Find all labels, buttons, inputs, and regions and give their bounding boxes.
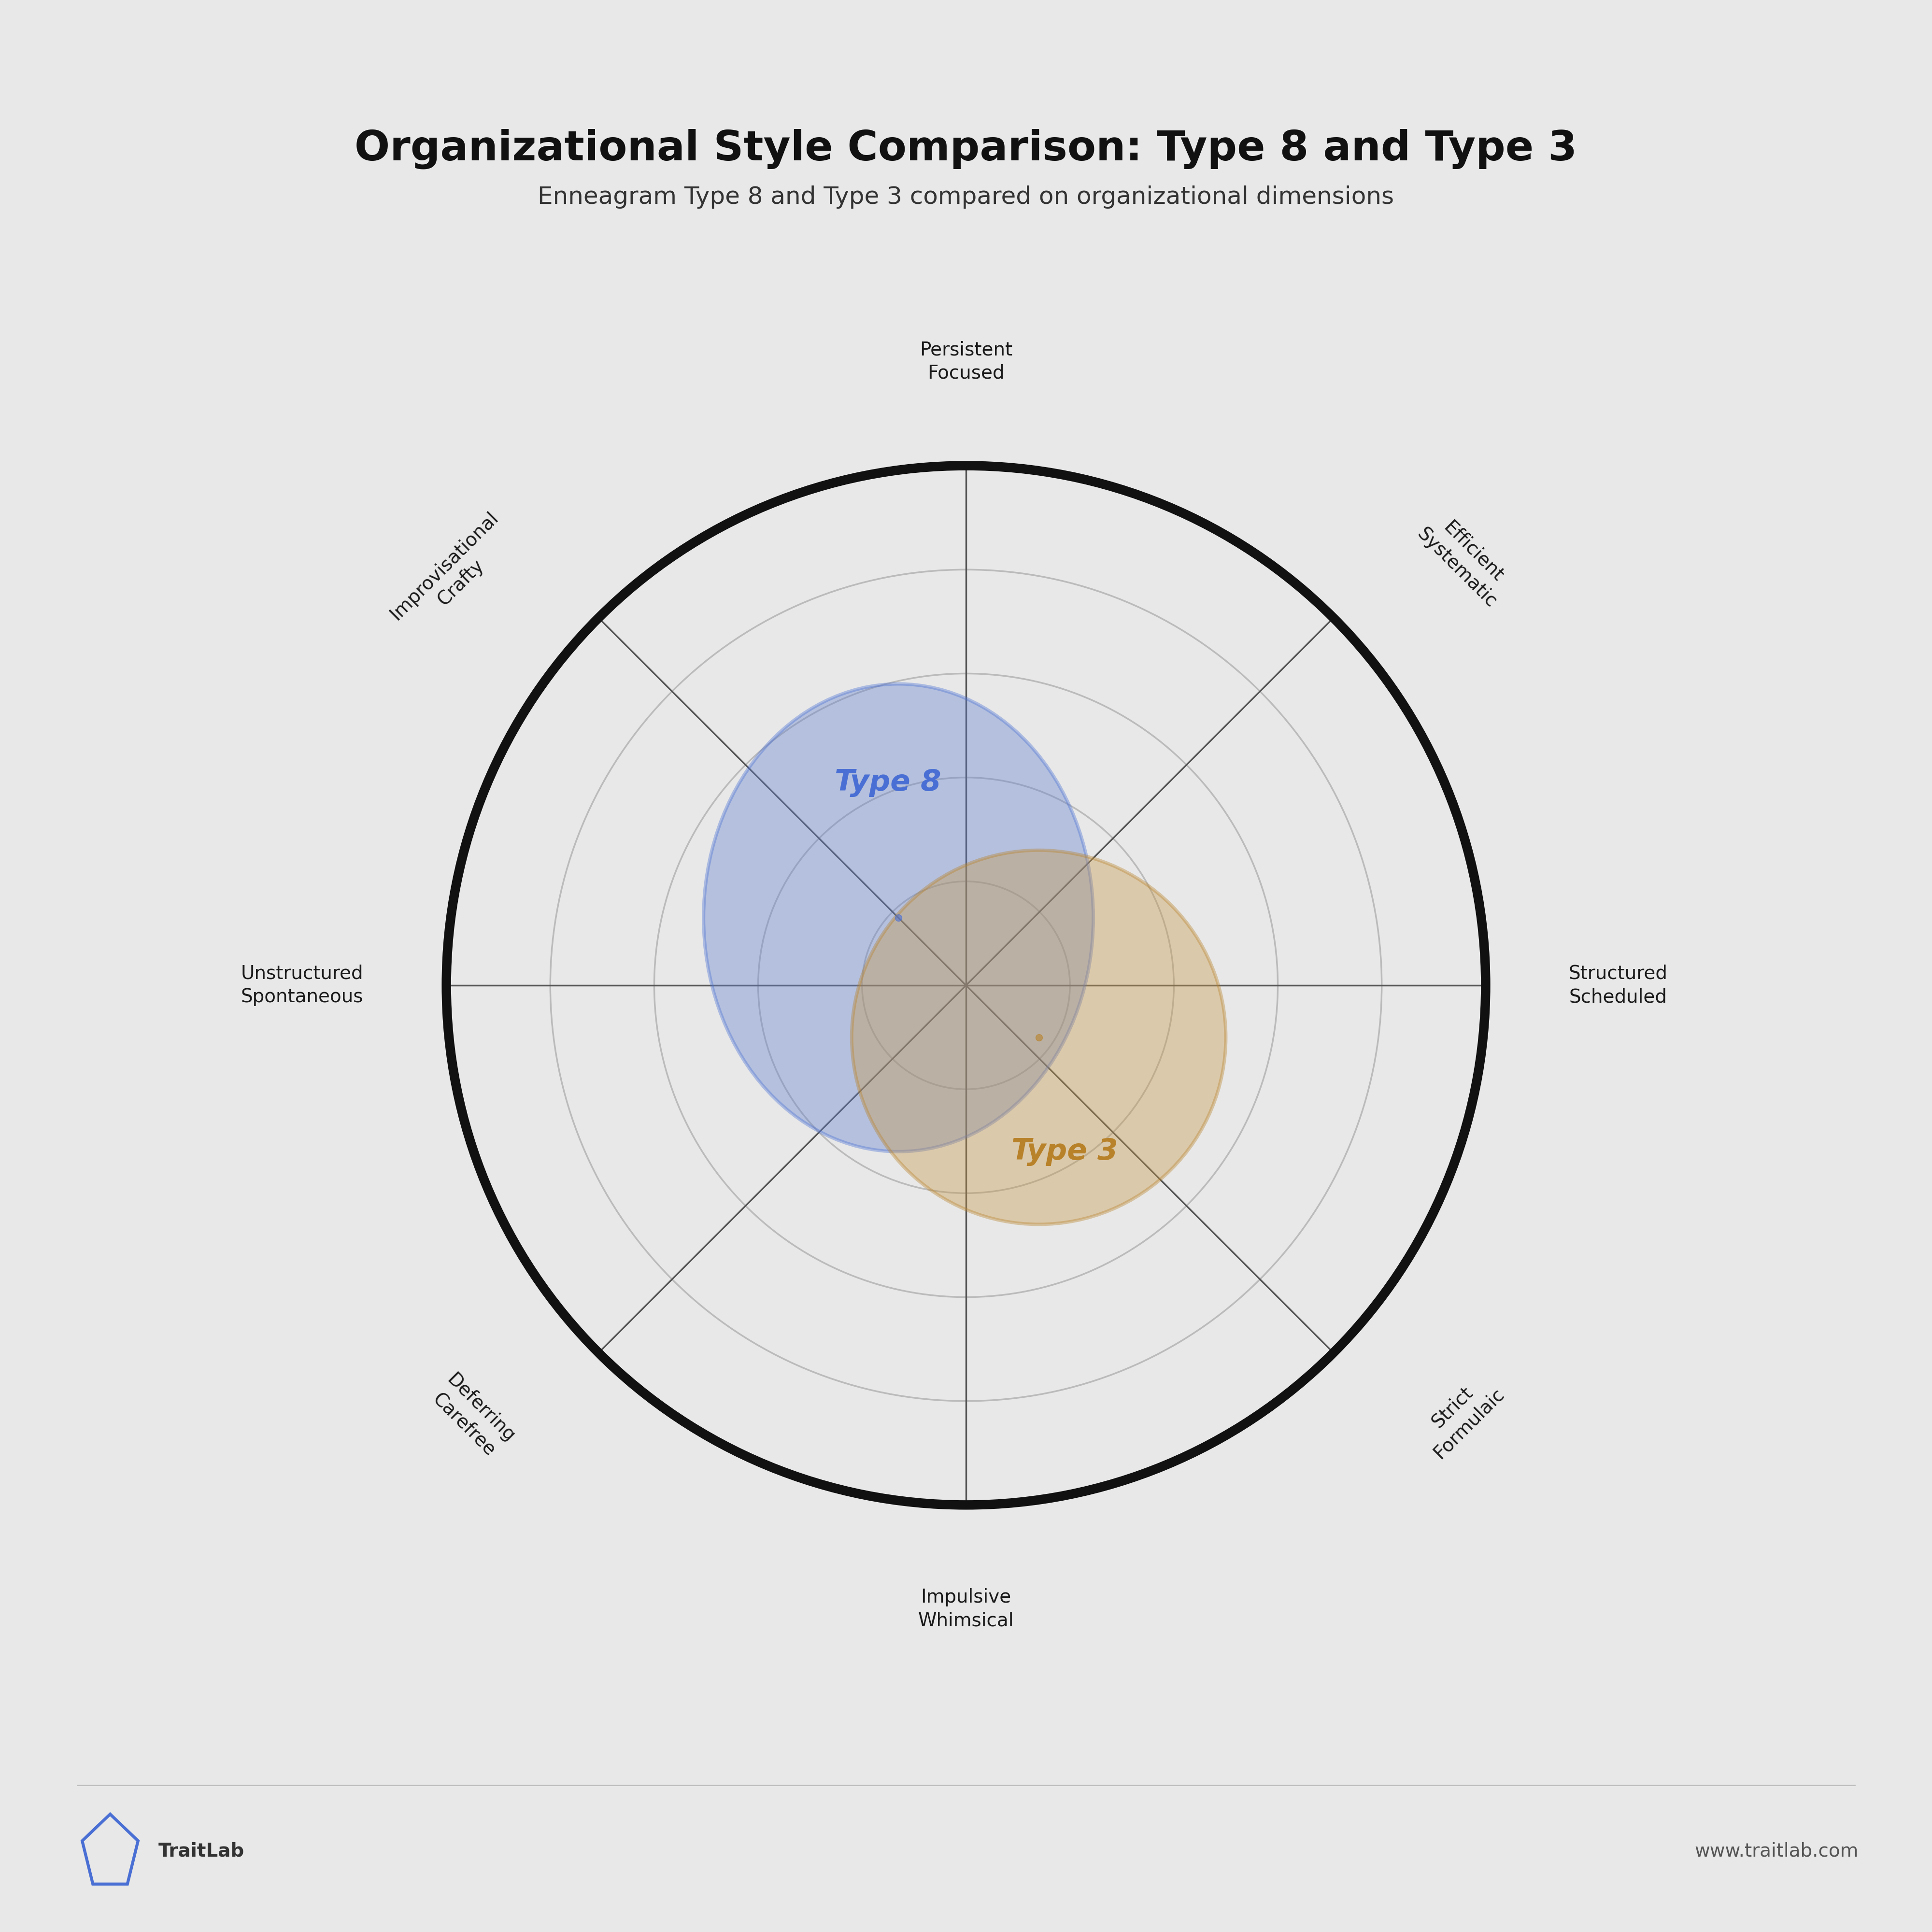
Ellipse shape — [852, 850, 1225, 1225]
Text: Type 3: Type 3 — [1012, 1138, 1119, 1165]
Text: Improvisational
Crafty: Improvisational Crafty — [386, 508, 518, 639]
Text: Impulsive
Whimsical: Impulsive Whimsical — [918, 1588, 1014, 1631]
Text: Deferring
Carefree: Deferring Carefree — [427, 1370, 518, 1463]
Text: Structured
Scheduled: Structured Scheduled — [1569, 964, 1667, 1007]
Text: Enneagram Type 8 and Type 3 compared on organizational dimensions: Enneagram Type 8 and Type 3 compared on … — [537, 185, 1395, 209]
Text: Organizational Style Comparison: Type 8 and Type 3: Organizational Style Comparison: Type 8 … — [355, 129, 1577, 168]
Text: Strict
Formulaic: Strict Formulaic — [1414, 1368, 1507, 1463]
Text: Type 8: Type 8 — [835, 769, 941, 796]
Text: Efficient
Systematic: Efficient Systematic — [1414, 508, 1517, 612]
Text: Unstructured
Spontaneous: Unstructured Spontaneous — [242, 964, 363, 1007]
Ellipse shape — [703, 684, 1094, 1151]
Text: Persistent
Focused: Persistent Focused — [920, 340, 1012, 383]
Text: www.traitlab.com: www.traitlab.com — [1694, 1841, 1859, 1861]
Text: TraitLab: TraitLab — [158, 1841, 245, 1861]
